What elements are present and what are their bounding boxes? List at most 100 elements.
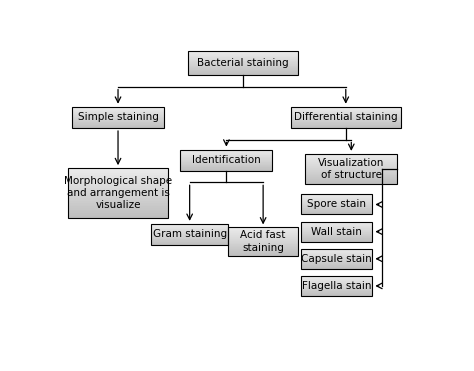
Bar (301, 261, 373, 262)
Bar (301, 228, 373, 229)
Bar (301, 292, 373, 293)
Bar (291, 106, 401, 128)
Bar (301, 258, 373, 259)
Text: Visualization
of structure: Visualization of structure (318, 158, 384, 180)
Bar (301, 221, 373, 242)
Bar (151, 237, 228, 238)
Bar (305, 155, 397, 156)
Bar (151, 234, 228, 235)
Bar (68, 213, 168, 215)
Bar (181, 157, 272, 158)
Bar (301, 238, 373, 239)
Bar (301, 283, 373, 284)
Bar (188, 51, 298, 75)
Bar (188, 59, 298, 60)
Bar (301, 211, 373, 212)
Bar (291, 115, 401, 116)
Bar (305, 173, 397, 174)
Bar (228, 243, 298, 244)
Bar (301, 196, 373, 197)
Bar (68, 206, 168, 208)
Bar (291, 123, 401, 124)
Bar (291, 127, 401, 128)
Bar (291, 121, 401, 122)
Bar (301, 227, 373, 228)
Bar (68, 203, 168, 205)
Bar (181, 160, 272, 161)
Bar (228, 237, 298, 238)
Bar (188, 68, 298, 69)
Bar (228, 248, 298, 249)
Bar (301, 197, 373, 198)
Bar (151, 224, 228, 225)
Bar (68, 183, 168, 185)
Bar (291, 119, 401, 120)
Bar (301, 284, 373, 285)
Bar (151, 232, 228, 233)
Bar (305, 177, 397, 178)
Bar (188, 70, 298, 71)
Bar (301, 285, 373, 286)
Bar (301, 266, 373, 267)
Bar (188, 73, 298, 75)
Bar (151, 226, 228, 227)
Bar (181, 159, 272, 160)
Bar (301, 287, 373, 288)
Bar (68, 193, 168, 195)
Bar (188, 52, 298, 53)
Bar (151, 240, 228, 241)
Bar (301, 240, 373, 241)
Bar (188, 58, 298, 59)
Bar (72, 114, 164, 115)
Bar (291, 108, 401, 109)
Bar (305, 168, 397, 169)
Bar (291, 107, 401, 108)
Bar (68, 191, 168, 193)
Bar (72, 110, 164, 111)
Bar (181, 166, 272, 167)
Bar (68, 188, 168, 190)
Bar (228, 244, 298, 246)
Bar (305, 159, 397, 160)
Bar (68, 190, 168, 191)
Bar (72, 126, 164, 127)
Bar (305, 181, 397, 182)
Bar (301, 208, 373, 209)
Bar (188, 56, 298, 57)
Bar (301, 231, 373, 232)
Bar (181, 168, 272, 169)
Bar (72, 106, 164, 107)
Bar (305, 162, 397, 163)
Bar (301, 201, 373, 202)
Bar (181, 170, 272, 171)
Bar (305, 161, 397, 162)
Bar (181, 167, 272, 168)
Bar (151, 231, 228, 232)
Bar (68, 176, 168, 178)
Text: Gram staining: Gram staining (153, 230, 227, 240)
Bar (301, 234, 373, 235)
Bar (228, 255, 298, 256)
Bar (72, 123, 164, 124)
Bar (305, 169, 397, 170)
Bar (72, 121, 164, 122)
Bar (68, 215, 168, 216)
Bar (188, 69, 298, 70)
Text: Differential staining: Differential staining (294, 112, 398, 122)
Bar (68, 195, 168, 196)
Bar (301, 236, 373, 237)
Bar (301, 291, 373, 292)
Bar (228, 254, 298, 255)
Bar (301, 286, 373, 287)
Bar (305, 183, 397, 184)
Bar (188, 57, 298, 58)
Bar (228, 234, 298, 235)
Bar (151, 228, 228, 229)
Bar (181, 162, 272, 163)
Bar (72, 111, 164, 112)
Bar (228, 235, 298, 236)
Bar (291, 114, 401, 115)
Bar (68, 205, 168, 206)
Bar (301, 233, 373, 234)
Bar (72, 124, 164, 125)
